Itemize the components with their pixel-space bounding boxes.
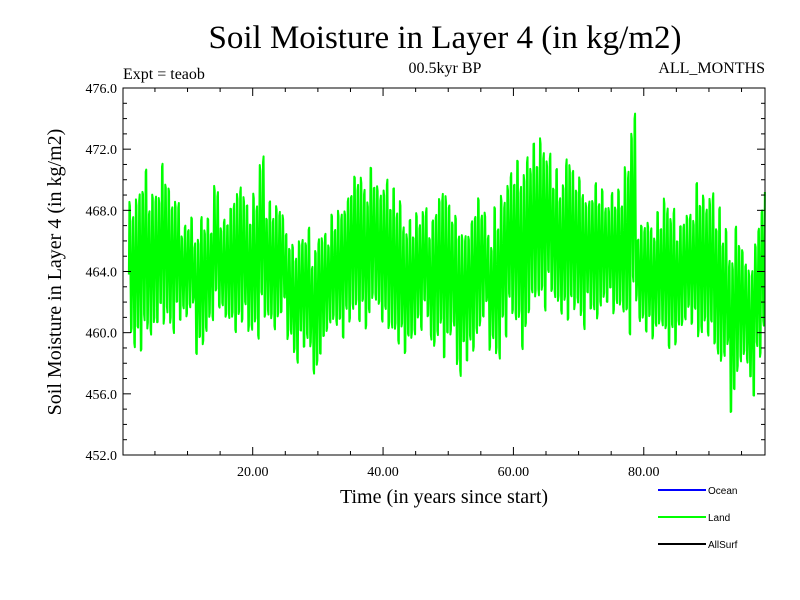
series-line-land (127, 112, 766, 413)
y-tick-label: 472.0 (86, 143, 118, 158)
period-label: 00.5kyr BP (409, 60, 482, 77)
plot-area: 452.0 456.0 460.0 464.0 468.0 472.0 476.0 20.00… (86, 82, 766, 480)
x-tick-label: 80.00 (628, 465, 660, 480)
chart-title: Soil Moisture in Layer 4 (in kg/m2) (209, 20, 682, 56)
y-axis-label: Soil Moisture in Layer 4 (in kg/m2) (44, 129, 66, 416)
y-tick-label: 456.0 (86, 388, 118, 403)
x-axis-label: Time (in years since start) (340, 486, 548, 508)
x-tick-label: 60.00 (498, 465, 530, 480)
experiment-label: Expt = teaob (123, 66, 205, 83)
legend: Ocean Land AllSurf (658, 486, 738, 551)
x-tick-label: 40.00 (367, 465, 399, 480)
y-tick-label: 452.0 (86, 449, 118, 464)
legend-label-land: Land (708, 513, 730, 524)
y-tick-label: 464.0 (86, 266, 118, 281)
legend-label-allsurf: AllSurf (708, 540, 738, 551)
legend-label-ocean: Ocean (708, 486, 737, 497)
months-label: ALL_MONTHS (658, 60, 765, 77)
y-tick-label: 476.0 (86, 82, 118, 97)
y-tick-label: 460.0 (86, 327, 118, 342)
x-tick-label: 20.00 (237, 465, 269, 480)
y-tick-label: 468.0 (86, 204, 118, 219)
